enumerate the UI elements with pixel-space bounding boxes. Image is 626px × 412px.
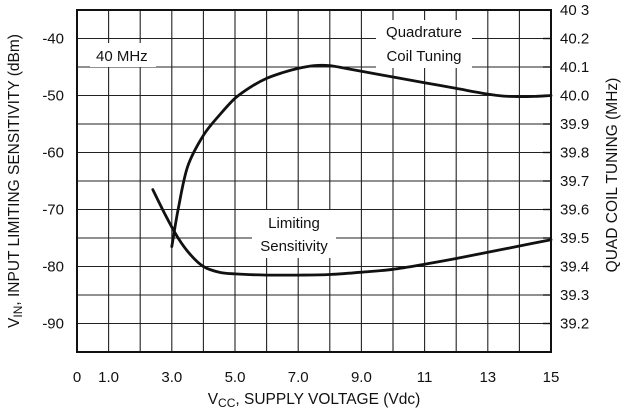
x-tick-label: 13 [479,369,496,386]
limiting-label-background [252,210,336,258]
y-right-tick-label: 39.4 [560,259,589,276]
x-tick-label: 1.0 [98,369,119,386]
quadrature-label-line1: Quadrature [386,24,462,41]
y-right-tick-label: 40.0 [560,88,589,105]
y-left-tick-label: -80 [42,259,64,276]
x-tick-label: 11 [417,369,433,386]
freq-label: 40 MHz [96,48,148,65]
y-right-tick-label: 39.3 [560,287,589,304]
limiting-label-line1: Limiting [268,215,320,232]
quadrature-label-background [376,20,472,68]
y-right-tick-label: 39.5 [560,230,589,247]
y-right-tick-label: 39.9 [560,116,589,133]
limiting-label-line2: Sensitivity [260,238,328,255]
x-tick-label: 9.0 [351,369,372,386]
y-right-tick-label: 39.2 [560,316,589,333]
y-axis-right-title: QUAD COIL TUNING (MHz) [604,78,621,273]
y-right-tick-label: 40.1 [560,59,589,76]
y-axis-left-title: VIN, INPUT LIMITING SENSITIVITY (dBm) [6,34,25,328]
x-tick-label: 3.0 [161,369,182,386]
x-tick-label: 5.0 [225,369,246,386]
limiting-sensitivity-line [151,188,553,277]
x-axis-title: VCC, SUPPLY VOLTAGE (Vdc) [208,391,421,410]
x-axis-title-subscript: CC [218,396,236,410]
y-right-tick-label: 39.7 [560,173,589,190]
y-left-tick-label: -90 [42,316,64,333]
quadrature-label-line2: Coil Tuning [386,48,461,65]
y-right-tick-label: 39.6 [560,202,589,219]
y-right-tick-label: 40 3 [560,2,589,19]
y-axis-left-title-rest: , INPUT LIMITING SENSITIVITY (dBm) [6,34,23,306]
quadrature-coil-tuning-line [170,63,553,248]
y-left-tick-label: -50 [42,88,64,105]
y-axis-left-title-subscript: IN [11,306,25,318]
x-tick-label: 15 [543,369,560,386]
y-axis-left-title-v: V [6,317,23,328]
x-axis-title-v: V [208,391,219,408]
x-axis-title-rest: , SUPPLY VOLTAGE (Vdc) [235,391,420,408]
x-tick-label: 0 [73,369,81,386]
ticks: 0 1.0 3.0 5.0 7.0 9.0 11 13 15 -40 -50 -60 -70 -80 -90… [42,2,589,386]
x-tick-label: 7.0 [288,369,309,386]
y-right-tick-label: 39.8 [560,145,589,162]
y-right-tick-label: 40.2 [560,31,589,48]
y-left-tick-label: -70 [42,202,64,219]
freq-label-background [90,43,156,67]
curves [151,63,553,277]
y-left-tick-label: -60 [42,145,64,162]
y-left-tick-label: -40 [42,31,64,48]
